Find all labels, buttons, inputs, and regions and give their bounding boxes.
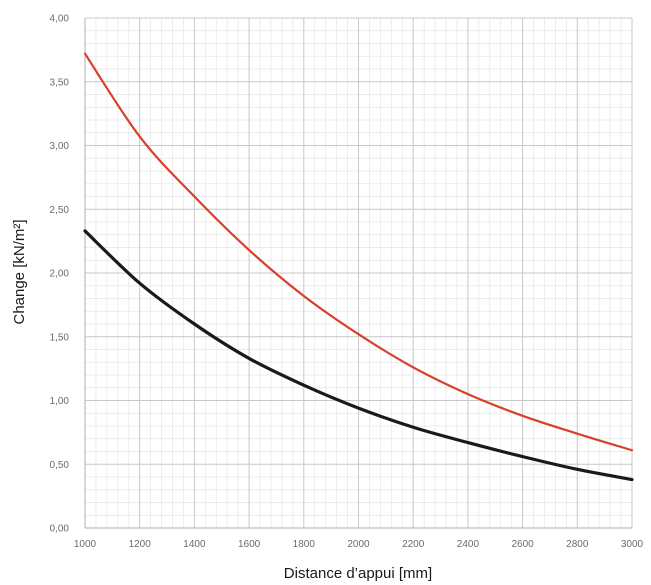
x-tick-label: 2600 bbox=[511, 539, 534, 550]
y-tick-label: 3,00 bbox=[50, 141, 70, 152]
y-tick-label: 0,00 bbox=[50, 524, 70, 535]
y-tick-labels: 0,00 0,50 1,00 1,50 2,00 2,50 3,00 3,50 4,00 bbox=[50, 14, 70, 535]
y-tick-label: 0,50 bbox=[50, 460, 70, 471]
x-tick-label: 1400 bbox=[183, 539, 206, 550]
y-tick-label: 4,00 bbox=[50, 14, 70, 25]
y-tick-label: 2,50 bbox=[50, 205, 70, 216]
x-tick-label: 3000 bbox=[621, 539, 644, 550]
series-line-2 bbox=[83, 229, 634, 482]
y-axis-title: Change [kN/m²] bbox=[11, 219, 28, 324]
series-line-1 bbox=[83, 52, 634, 452]
x-tick-label: 2400 bbox=[457, 539, 480, 550]
x-tick-label: 1200 bbox=[129, 539, 152, 550]
x-axis-title: Distance d’appui [mm] bbox=[284, 565, 432, 582]
x-tick-label: 2800 bbox=[566, 539, 589, 550]
y-tick-label: 2,00 bbox=[50, 269, 70, 280]
x-tick-label: 1800 bbox=[293, 539, 316, 550]
x-tick-labels: 1000 1200 1400 1600 1800 2000 2200 2400 2600 2800… bbox=[74, 539, 644, 550]
x-tick-label: 2000 bbox=[347, 539, 370, 550]
axes bbox=[84, 18, 632, 529]
x-tick-label: 2200 bbox=[402, 539, 425, 550]
x-tick-label: 1000 bbox=[74, 539, 97, 550]
series-layer bbox=[83, 52, 634, 482]
y-tick-label: 3,50 bbox=[50, 77, 70, 88]
x-tick-label: 1600 bbox=[238, 539, 261, 550]
y-tick-label: 1,00 bbox=[50, 396, 70, 407]
y-tick-label: 1,50 bbox=[50, 332, 70, 343]
